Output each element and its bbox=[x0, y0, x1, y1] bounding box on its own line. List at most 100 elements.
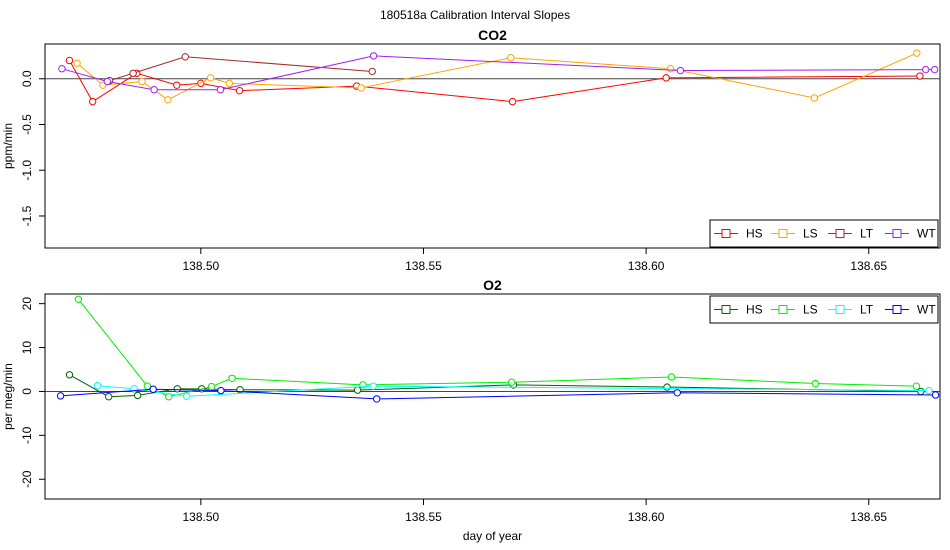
o2-data-point bbox=[182, 392, 191, 400]
o2-data-point bbox=[56, 392, 65, 400]
o2-data-point bbox=[133, 391, 142, 400]
o2-data-point bbox=[65, 371, 74, 379]
o2-legend: HS LS LT WT bbox=[709, 295, 939, 324]
o2-legend-label: LS bbox=[803, 303, 818, 317]
co2-data-point bbox=[357, 84, 365, 92]
o2-data-point bbox=[104, 393, 113, 401]
co2-y-tick-label: -1.0 bbox=[20, 160, 34, 181]
co2-series-hs bbox=[65, 56, 924, 106]
o2-legend-marker bbox=[892, 305, 902, 314]
co2-series-lt bbox=[105, 53, 376, 85]
co2-data-point bbox=[916, 72, 924, 80]
co2-legend-label: WT bbox=[917, 227, 936, 241]
co2-data-point bbox=[369, 52, 378, 60]
o2-legend-label: HS bbox=[746, 303, 763, 317]
o2-data-point bbox=[507, 378, 516, 386]
o2-data-point bbox=[93, 382, 102, 390]
o2-data-point bbox=[917, 387, 925, 396]
co2-x-tick-label: 138.65 bbox=[850, 259, 887, 273]
o2-y-tick-label: 10 bbox=[20, 341, 34, 355]
o2-plot-frame bbox=[44, 293, 941, 500]
co2-data-point bbox=[150, 86, 158, 94]
o2-data-point bbox=[373, 395, 381, 403]
o2-data-point bbox=[931, 391, 940, 399]
co2-data-point bbox=[103, 77, 112, 86]
co2-x-tick-label: 138.60 bbox=[628, 259, 665, 273]
o2-data-point bbox=[74, 295, 83, 303]
o2-data-point bbox=[149, 385, 157, 393]
o2-y-tick-label: 0 bbox=[20, 388, 34, 395]
o2-series-line bbox=[60, 388, 936, 400]
co2-y-axis-label: ppm/min bbox=[1, 123, 15, 169]
o2-legend-label: WT bbox=[917, 303, 936, 317]
co2-data-point bbox=[173, 81, 181, 89]
o2-data-point bbox=[353, 386, 362, 394]
o2-data-point bbox=[217, 386, 225, 395]
o2-y-axis-label: per meg/min bbox=[1, 363, 15, 430]
o2-data-point bbox=[912, 382, 921, 390]
co2-data-point bbox=[216, 86, 225, 94]
figure-suptitle: 180518a Calibration Interval Slopes bbox=[380, 8, 570, 22]
co2-data-point bbox=[164, 96, 172, 104]
o2-title: O2 bbox=[483, 277, 502, 293]
o2-legend-marker bbox=[721, 305, 731, 314]
co2-data-point bbox=[65, 56, 74, 65]
co2-legend-marker bbox=[778, 229, 788, 238]
co2-series-line bbox=[69, 60, 920, 103]
co2-data-point bbox=[206, 74, 215, 82]
o2-series-lt bbox=[93, 382, 933, 400]
co2-legend-label: LS bbox=[803, 227, 818, 241]
o2-series-line bbox=[78, 298, 917, 398]
o2-series-wt bbox=[56, 385, 940, 403]
co2-title: CO2 bbox=[478, 27, 507, 43]
co2-data-point bbox=[922, 65, 930, 74]
co2-data-point bbox=[73, 59, 81, 67]
co2-data-point bbox=[930, 65, 939, 74]
co2-legend-label: LT bbox=[860, 227, 874, 241]
co2-legend-marker bbox=[892, 229, 902, 238]
co2-data-point bbox=[810, 94, 819, 102]
co2-legend-marker bbox=[835, 229, 845, 238]
co2-data-point bbox=[129, 69, 137, 77]
o2-legend-label: LT bbox=[860, 303, 874, 317]
co2-x-tick-label: 138.55 bbox=[405, 259, 442, 273]
o2-data-point bbox=[228, 374, 236, 382]
o2-data-point bbox=[369, 382, 377, 390]
co2-series-line bbox=[109, 56, 373, 82]
o2-x-tick-label: 138.60 bbox=[628, 510, 665, 524]
o2-data-point bbox=[811, 379, 820, 388]
co2-legend-marker bbox=[721, 229, 731, 238]
o2-x-tick-label: 138.50 bbox=[182, 510, 219, 524]
co2-y-tick-label: -0.5 bbox=[20, 114, 34, 135]
co2-data-point bbox=[225, 79, 234, 88]
co2-series-line bbox=[61, 55, 935, 91]
o2-data-point bbox=[663, 383, 671, 391]
co2-data-point bbox=[58, 64, 66, 73]
o2-panel: O2 138.50 138.55 138.60 138.65 20 10 0 -10 -20 per… bbox=[1, 277, 941, 543]
co2-data-point bbox=[508, 97, 517, 106]
o2-data-point bbox=[667, 373, 676, 381]
co2-y-tick-label: -1.5 bbox=[20, 205, 34, 226]
co2-y-tick-label: 0.0 bbox=[20, 70, 34, 87]
co2-x-tick-label: 138.50 bbox=[182, 259, 219, 273]
co2-data-point bbox=[662, 74, 670, 82]
co2-legend: HS LS LT WT bbox=[709, 219, 939, 248]
o2-y-tick-label: 20 bbox=[20, 297, 34, 311]
o2-legend-marker bbox=[778, 305, 788, 314]
o2-series-ls bbox=[74, 295, 921, 401]
co2-data-point bbox=[181, 53, 189, 61]
co2-series-wt bbox=[58, 52, 939, 94]
co2-data-point bbox=[138, 77, 146, 86]
o2-x-tick-label: 138.55 bbox=[405, 510, 442, 524]
o2-y-tick-label: -10 bbox=[20, 426, 34, 444]
co2-data-point bbox=[507, 54, 515, 62]
co2-data-point bbox=[913, 49, 921, 57]
o2-legend-marker bbox=[835, 305, 845, 314]
co2-panel: CO2 138.50 138.55 138.60 138.65 0.0 -0.5 -1.0 -1… bbox=[1, 27, 941, 273]
co2-data-point bbox=[666, 64, 675, 73]
o2-x-axis-label: day of year bbox=[463, 529, 522, 543]
o2-data-point bbox=[207, 382, 216, 391]
co2-data-point bbox=[235, 86, 244, 95]
co2-data-point bbox=[88, 97, 97, 106]
